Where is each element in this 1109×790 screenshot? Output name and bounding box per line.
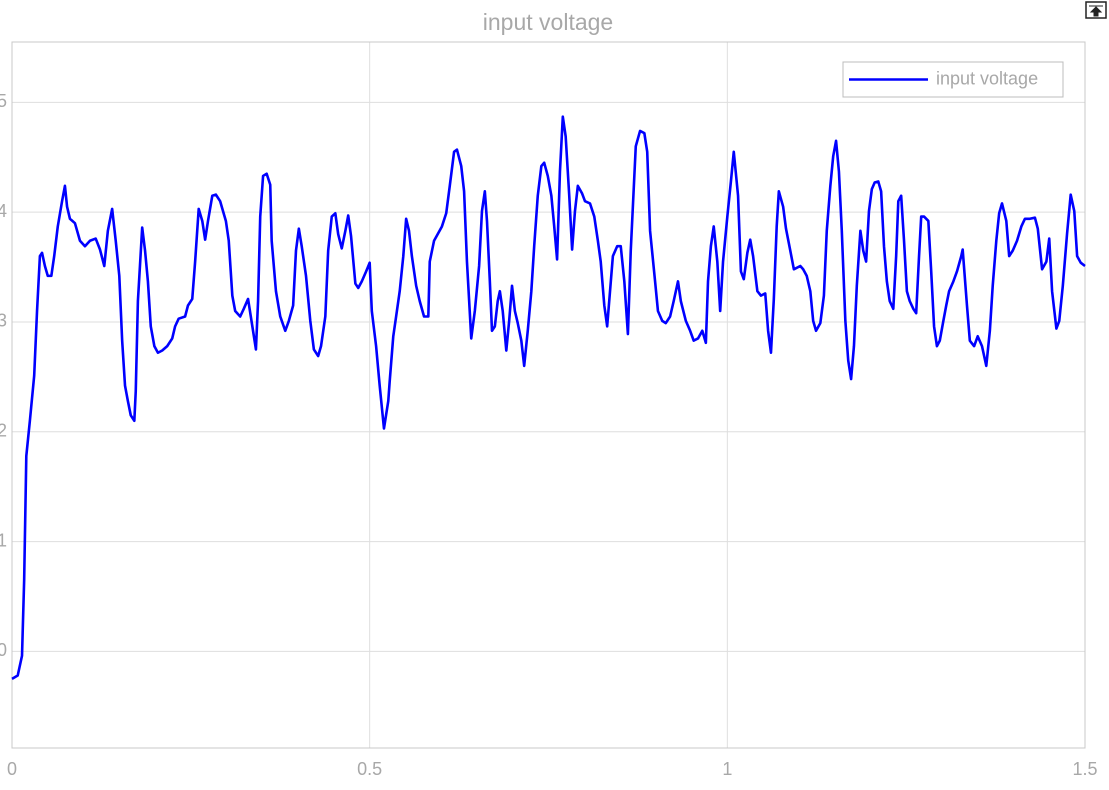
button-icon[interactable] <box>1089 5 1103 17</box>
y-tick-label: 3 <box>0 311 7 331</box>
x-tick-label: 1.5 <box>1072 759 1097 779</box>
y-tick-label: 5 <box>0 91 7 111</box>
restore-button[interactable] <box>1085 1 1107 19</box>
y-tick-label: 1 <box>0 530 7 550</box>
legend-label: input voltage <box>936 68 1038 88</box>
y-tick-label: 0 <box>0 640 7 660</box>
chart-title: input voltage <box>483 9 613 35</box>
data-line <box>11 115 1086 680</box>
x-tick-label: 0 <box>7 759 17 779</box>
x-tick-label: 0.5 <box>357 759 382 779</box>
x-tick-label: 1 <box>722 759 732 779</box>
y-tick-label: 2 <box>0 421 7 441</box>
y-tick-label: 4 <box>0 201 7 221</box>
legend: input voltage <box>842 61 1064 98</box>
plot-frame <box>11 41 1086 749</box>
